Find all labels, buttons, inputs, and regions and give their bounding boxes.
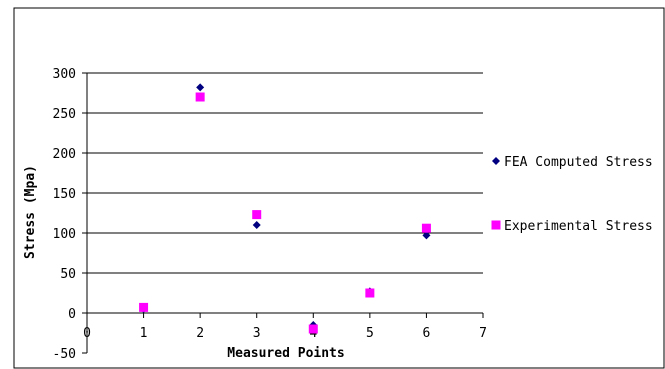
fea-point [422, 231, 431, 240]
x-tick-label: 5 [366, 326, 374, 341]
fea-point [252, 221, 261, 229]
x-axis-label: Measured Points [227, 346, 344, 361]
legend-label: FEA Computed Stress [504, 155, 653, 170]
y-tick-label: -50 [53, 347, 76, 362]
experimental-point [365, 288, 375, 298]
chart-area [13, 7, 665, 369]
experimental-point [195, 92, 205, 102]
legend-marker-experimental [491, 220, 501, 230]
x-tick-label: 6 [423, 326, 431, 341]
y-tick-label: 300 [53, 67, 76, 82]
x-tick-label: 1 [140, 326, 148, 341]
gridlines [87, 72, 483, 314]
x-tick-label: 0 [83, 326, 91, 341]
y-tick-label: 100 [53, 227, 76, 242]
y-tick-label: 50 [60, 267, 76, 282]
legend-label: Experimental Stress [504, 219, 653, 234]
y-tick-label: 250 [53, 107, 76, 122]
axes [82, 72, 484, 354]
y-tick-label: 0 [68, 307, 76, 322]
x-tick-label: 3 [253, 326, 261, 341]
y-tick-labels: -50 0 50 100 150 200 250 300 [53, 67, 76, 362]
x-tick-label: 2 [196, 326, 204, 341]
y-tick-label: 200 [53, 147, 76, 162]
fea-point [196, 83, 205, 92]
experimental-point [308, 324, 318, 334]
data-points [139, 83, 431, 334]
y-axis-label: Stress (Mpa) [23, 165, 38, 259]
legend-marker-fea [492, 157, 500, 165]
experimental-point [139, 302, 149, 312]
legend: FEA Computed Stress Experimental Stress [491, 155, 653, 234]
x-tick-label: 7 [479, 326, 487, 341]
experimental-point [421, 223, 431, 233]
y-tick-label: 150 [53, 187, 76, 202]
experimental-point [252, 210, 262, 220]
